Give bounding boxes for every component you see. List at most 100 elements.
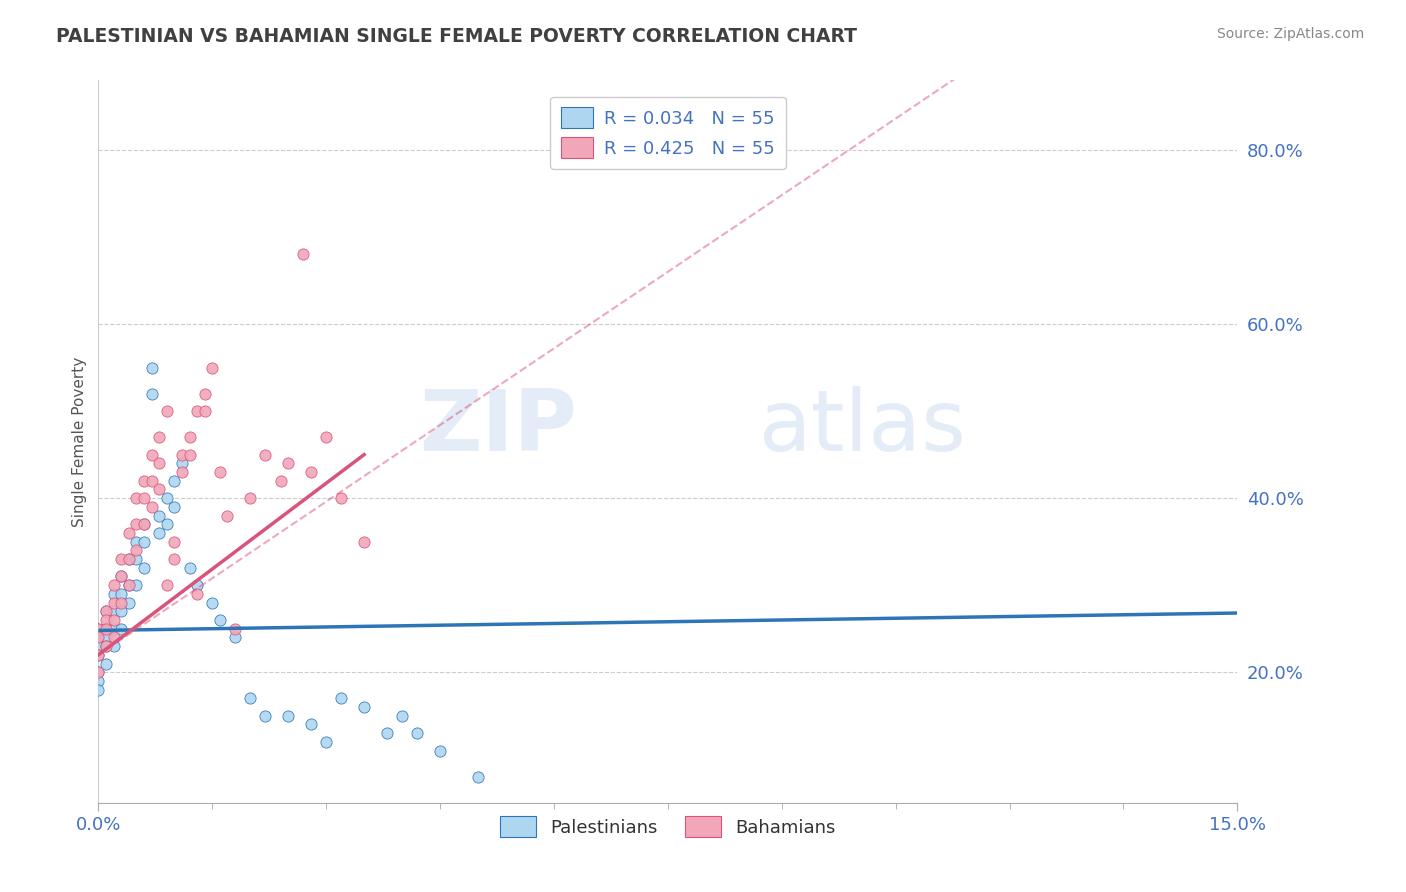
Point [406,726,429,740]
Point [429,743,451,757]
Point [194,386,217,401]
Point [156,517,179,532]
Point [194,404,217,418]
Point [87,622,110,636]
Point [132,534,155,549]
Point [110,622,132,636]
Point [208,465,231,479]
Point [87,648,110,662]
Point [148,525,170,540]
Point [125,578,148,592]
Point [87,631,110,645]
Point [315,735,337,749]
Point [299,717,322,731]
Point [118,578,141,592]
Point [125,517,148,532]
Point [110,587,132,601]
Point [94,613,117,627]
Point [163,474,186,488]
Point [87,665,110,680]
Point [186,578,208,592]
Point [299,465,322,479]
Point [103,639,125,653]
Point [94,604,117,618]
Point [148,430,170,444]
Point [201,360,224,375]
Point [125,534,148,549]
Point [94,639,117,653]
Point [118,578,141,592]
Point [94,622,117,636]
Point [132,491,155,505]
Point [141,500,163,514]
Point [467,770,489,784]
Point [156,491,179,505]
Point [94,604,117,618]
Point [103,578,125,592]
Point [163,552,186,566]
Point [353,534,375,549]
Point [186,404,208,418]
Point [110,596,132,610]
Point [87,639,110,653]
Point [163,534,186,549]
Point [353,700,375,714]
Point [330,491,353,505]
Point [239,491,262,505]
Legend: Palestinians, Bahamians: Palestinians, Bahamians [492,809,844,845]
Point [239,691,262,706]
Point [103,622,125,636]
Point [118,552,141,566]
Point [292,247,315,261]
Point [125,543,148,558]
Point [141,360,163,375]
Point [103,613,125,627]
Point [141,386,163,401]
Point [224,631,246,645]
Point [179,448,201,462]
Point [110,552,132,566]
Point [118,552,141,566]
Point [254,708,277,723]
Point [118,525,141,540]
Point [208,613,231,627]
Point [94,657,117,671]
Point [87,673,110,688]
Text: ZIP: ZIP [419,385,576,468]
Point [87,648,110,662]
Point [330,691,353,706]
Point [186,587,208,601]
Point [156,404,179,418]
Point [132,561,155,575]
Point [103,587,125,601]
Point [217,508,239,523]
Point [132,474,155,488]
Point [254,448,277,462]
Point [94,639,117,653]
Point [277,708,299,723]
Point [87,665,110,680]
Text: Source: ZipAtlas.com: Source: ZipAtlas.com [1216,27,1364,41]
Point [132,517,155,532]
Point [141,448,163,462]
Point [132,517,155,532]
Point [391,708,413,723]
Point [270,474,292,488]
Point [125,552,148,566]
Point [110,569,132,583]
Point [141,474,163,488]
Point [103,631,125,645]
Text: atlas: atlas [759,385,967,468]
Point [315,430,337,444]
Point [103,596,125,610]
Point [87,631,110,645]
Point [110,604,132,618]
Point [156,578,179,592]
Point [110,569,132,583]
Point [148,456,170,470]
Point [94,631,117,645]
Point [118,596,141,610]
Point [163,500,186,514]
Point [179,561,201,575]
Point [87,622,110,636]
